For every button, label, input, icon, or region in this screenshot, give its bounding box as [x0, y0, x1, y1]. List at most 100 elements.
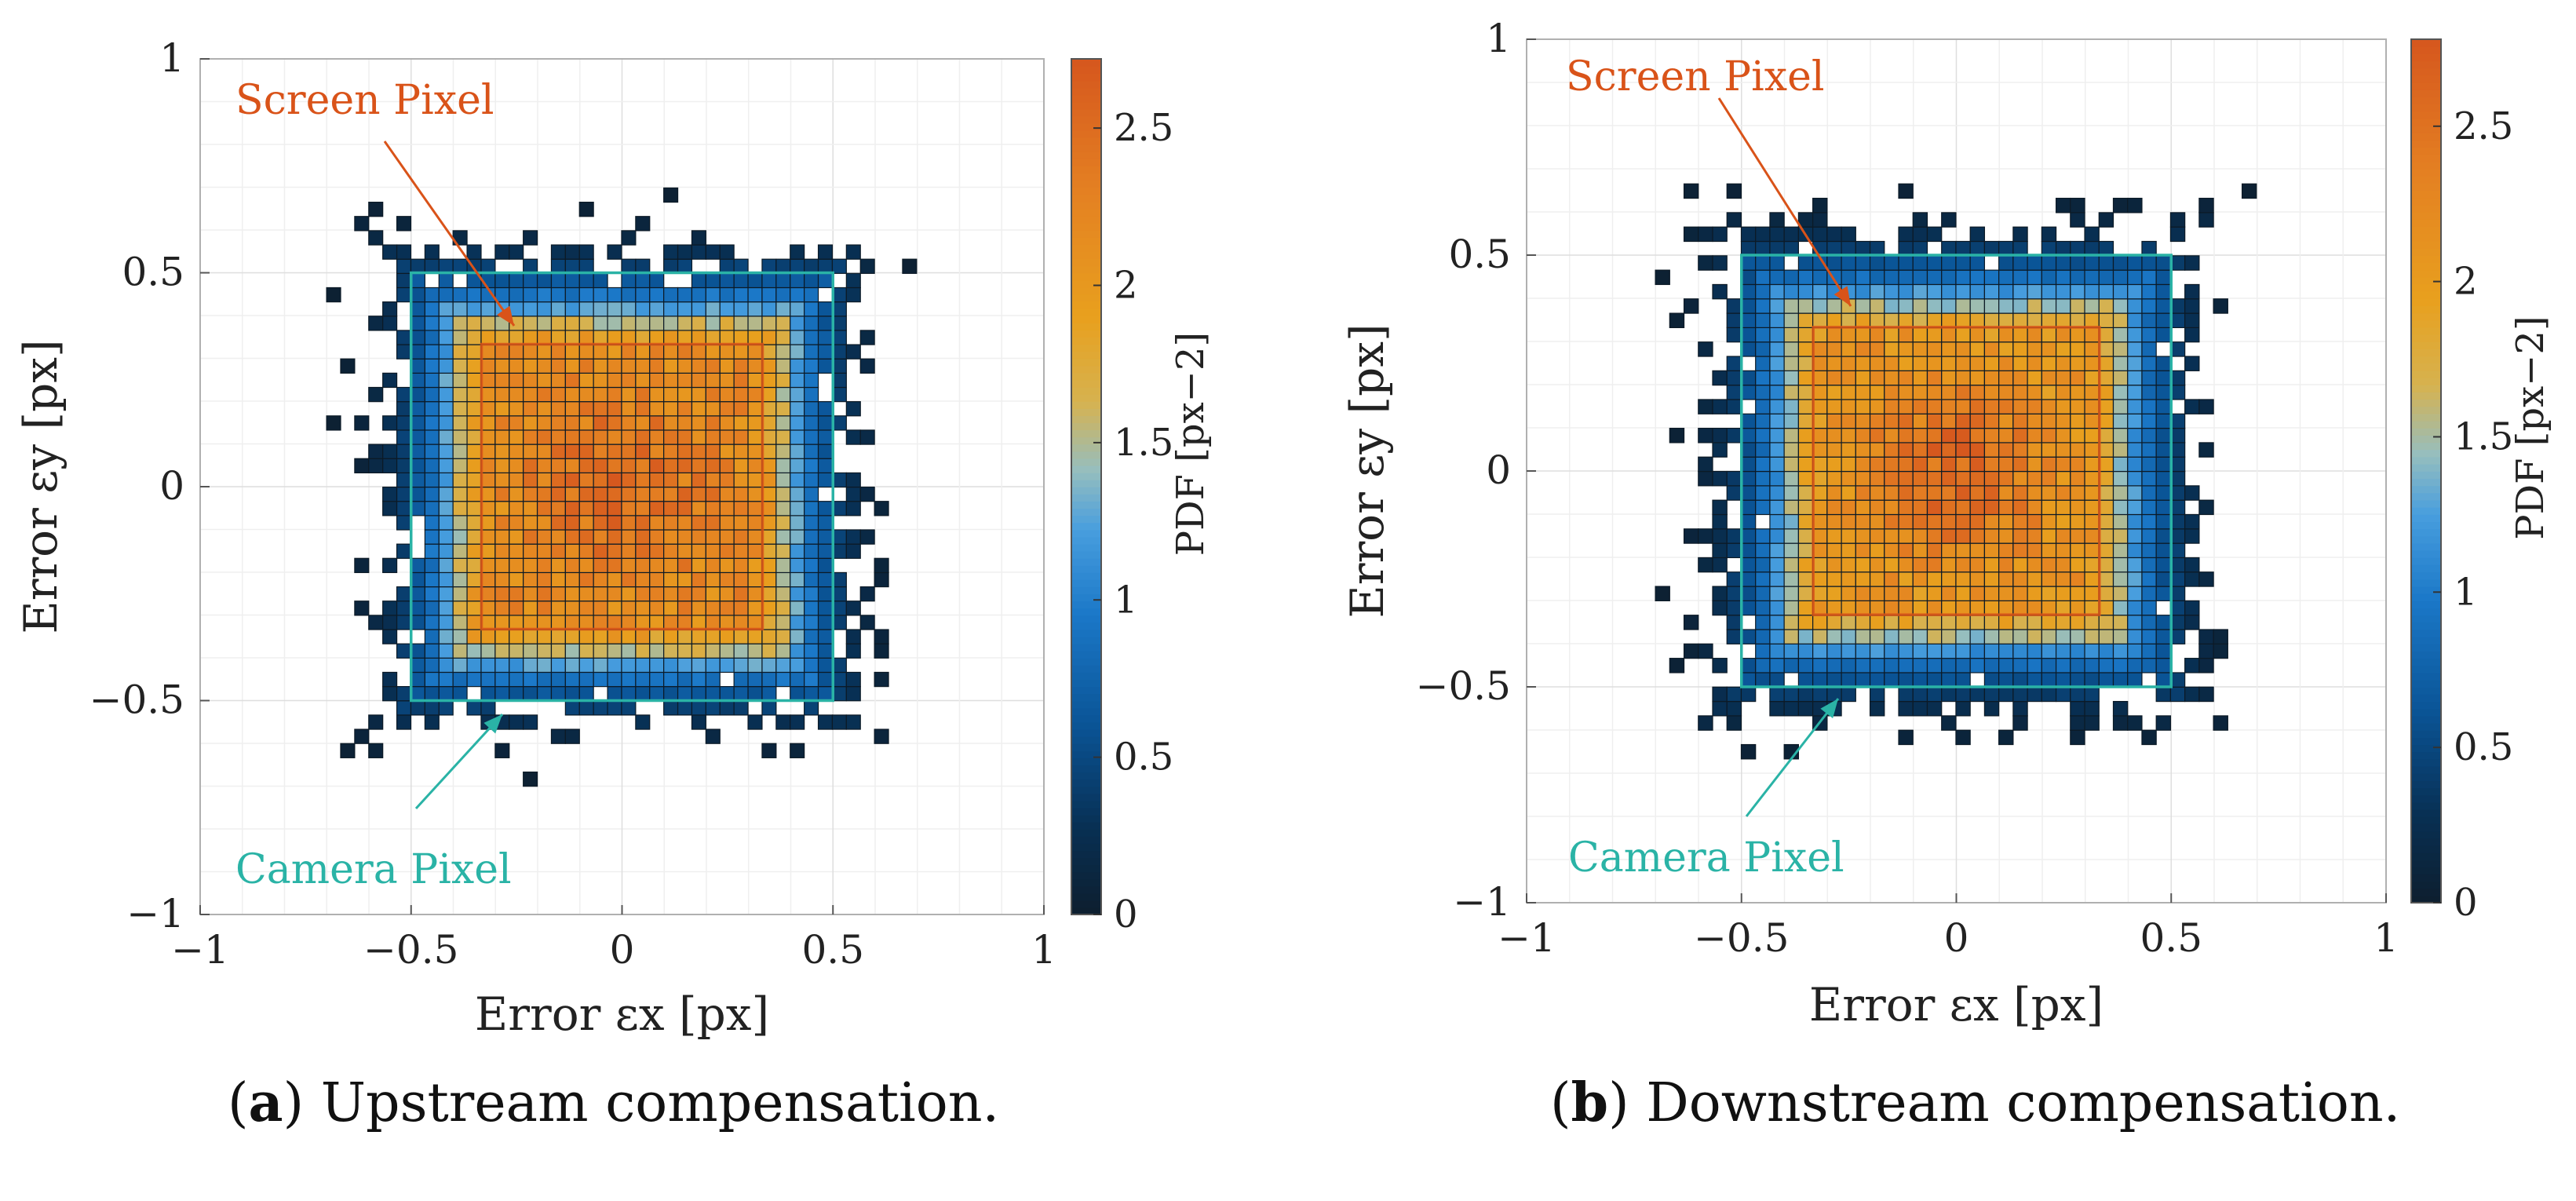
- heatmap-cell: [719, 244, 735, 260]
- heatmap-cell: [2084, 586, 2100, 601]
- heatmap-cell: [747, 615, 763, 630]
- heatmap-cell: [1755, 485, 1771, 501]
- heatmap-cell: [424, 557, 440, 574]
- heatmap-cell: [719, 301, 735, 317]
- heatmap-cell: [578, 700, 594, 716]
- colorbar-step: [1071, 878, 1101, 887]
- heatmap-cell: [452, 316, 468, 331]
- heatmap-cell: [2055, 528, 2071, 544]
- heatmap-cell: [747, 686, 763, 702]
- heatmap-cell: [1969, 442, 1986, 458]
- heatmap-cell: [1869, 240, 1885, 257]
- heatmap-cell: [1983, 600, 2000, 616]
- heatmap-cell: [1869, 528, 1885, 544]
- heatmap-cell: [719, 330, 735, 345]
- colorbar-step: [2411, 140, 2441, 148]
- heatmap-cell: [2184, 528, 2200, 544]
- heatmap-cell: [1826, 600, 1842, 616]
- heatmap-cell: [719, 543, 735, 559]
- heatmap-cell: [1769, 615, 1785, 630]
- heatmap-cell: [621, 472, 637, 488]
- heatmap-cell: [523, 586, 538, 602]
- heatmap-cell: [382, 301, 398, 317]
- heatmap-cell: [733, 272, 749, 289]
- heatmap-cell: [1769, 629, 1785, 644]
- heatmap-cell: [2112, 399, 2129, 414]
- heatmap-cell: [1998, 528, 2014, 544]
- heatmap-cell: [677, 316, 693, 331]
- heatmap-cell: [1884, 557, 1899, 573]
- heatmap-cell: [790, 600, 805, 616]
- colorbar-step: [1071, 408, 1101, 416]
- heatmap-cell: [550, 316, 566, 331]
- heatmap-cell: [2098, 615, 2114, 630]
- heatmap-cell: [2184, 255, 2200, 271]
- x-tick-label: −1: [1498, 915, 1556, 961]
- heatmap-cell: [1926, 658, 1943, 674]
- heatmap-cell: [564, 401, 580, 417]
- heatmap-cell: [1841, 600, 1856, 616]
- heatmap-cell: [1969, 615, 1986, 630]
- heatmap-cell: [564, 316, 580, 331]
- heatmap-cell: [1969, 385, 1986, 400]
- heatmap-cell: [438, 472, 454, 488]
- heatmap-cell: [424, 671, 440, 688]
- heatmap-cell: [649, 372, 665, 389]
- heatmap-cell: [2084, 528, 2100, 544]
- heatmap-cell: [1983, 269, 2000, 286]
- heatmap-cell: [1769, 571, 1785, 587]
- heatmap-cell: [831, 586, 847, 602]
- colorbar-step: [2411, 226, 2441, 235]
- colorbar-step: [2411, 385, 2441, 392]
- heatmap-cell: [663, 543, 679, 559]
- heatmap-cell: [733, 543, 749, 559]
- heatmap-cell: [578, 444, 594, 459]
- heatmap-cell: [2027, 499, 2042, 516]
- heatmap-cell: [2041, 485, 2057, 501]
- heatmap-cell: [677, 686, 693, 702]
- colorbar-step: [2411, 801, 2441, 810]
- colorbar-step: [1071, 765, 1101, 773]
- y-tick-label: −1: [1453, 879, 1511, 925]
- heatmap-cell: [550, 429, 566, 445]
- heatmap-cell: [607, 501, 622, 517]
- heatmap-cell: [1655, 269, 1670, 286]
- heatmap-cell: [410, 615, 425, 630]
- colorbar-step: [2411, 169, 2441, 177]
- colorbar-step: [2411, 658, 2441, 666]
- colorbar-step: [1071, 237, 1101, 245]
- heatmap-cell: [2070, 485, 2085, 501]
- heatmap-cell: [424, 543, 440, 559]
- heatmap-cell: [859, 330, 875, 345]
- heatmap-cell: [1884, 312, 1899, 328]
- heatmap-cell: [607, 686, 622, 702]
- heatmap-cell: [1826, 327, 1842, 343]
- colorbar-step: [1071, 194, 1101, 203]
- heatmap-cell: [438, 301, 454, 317]
- heatmap-cell: [691, 600, 706, 616]
- heatmap-cell: [438, 386, 454, 403]
- heatmap-cell: [2098, 283, 2114, 300]
- heatmap-cell: [1941, 240, 1957, 257]
- colorbar-step: [1071, 222, 1101, 231]
- heatmap-cell: [705, 372, 721, 389]
- colorbar-step: [1071, 907, 1101, 915]
- heatmap-cell: [1783, 456, 1800, 473]
- heatmap-cell: [663, 444, 679, 459]
- heatmap-cell: [2127, 370, 2143, 386]
- heatmap-cell: [452, 458, 468, 473]
- heatmap-cell: [1740, 298, 1757, 314]
- colorbar-step: [2411, 118, 2441, 126]
- heatmap-cell: [1969, 255, 1986, 271]
- heatmap-cell: [607, 358, 622, 374]
- heatmap-cell: [677, 543, 693, 559]
- heatmap-cell: [1769, 226, 1785, 243]
- heatmap-cell: [564, 386, 580, 403]
- heatmap-cell: [2027, 629, 2042, 644]
- heatmap-cell: [1855, 399, 1871, 414]
- heatmap-cell: [761, 458, 777, 473]
- heatmap-cell: [804, 358, 819, 374]
- heatmap-cell: [1926, 298, 1943, 314]
- heatmap-cell: [564, 472, 580, 488]
- heatmap-cell: [719, 586, 735, 602]
